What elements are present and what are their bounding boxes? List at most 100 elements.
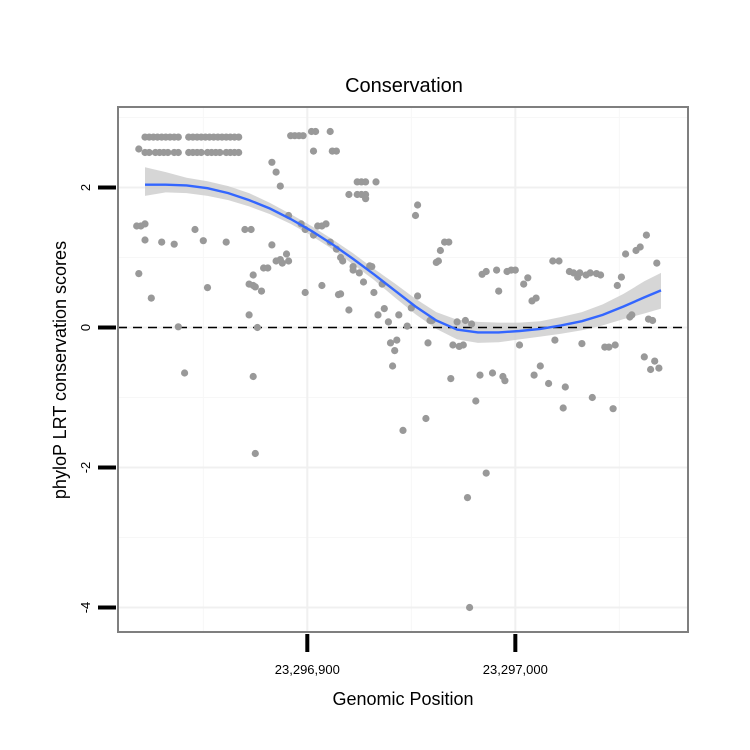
data-point [559,404,567,412]
data-point [578,340,586,348]
data-point [318,281,326,290]
data-point [249,271,257,279]
data-point [251,449,259,458]
y-tick-label: 2 [78,184,93,191]
data-point [501,377,509,385]
data-point [337,290,345,298]
data-point [545,379,553,388]
data-point [482,469,490,477]
data-point [191,225,199,234]
data-point [422,414,430,423]
data-point [245,311,253,319]
data-point [349,266,357,274]
data-point [551,336,559,344]
confidence-ribbon [145,167,661,343]
data-point [247,225,255,234]
data-point [655,364,663,372]
data-point [170,240,178,248]
data-point [282,250,291,258]
data-point [251,283,259,291]
data-point [649,316,657,325]
data-point [235,148,243,157]
data-point [609,405,617,413]
data-point [393,336,401,344]
data-point [272,257,280,265]
data-point [355,269,363,277]
data-point [133,222,141,230]
plot-panel-border [117,106,689,633]
data-point [299,132,307,140]
y-axis-title: phyloP LRT conservation scores [50,241,70,499]
data-point [597,271,605,279]
data-point [391,347,399,355]
data-point [411,211,420,220]
data-point [436,246,444,255]
data-point [466,603,474,612]
data-point [622,250,630,258]
data-point [276,182,284,190]
data-point [241,225,249,234]
data-point [362,195,370,203]
data-point [399,426,407,434]
y-axis: -4 -2 0 2 [78,184,116,613]
data-point [524,274,532,282]
data-point [414,292,422,300]
data-point [461,316,469,325]
data-point [613,281,621,290]
data-point [403,322,411,330]
data-point [326,127,334,136]
data-point [253,323,261,332]
data-point [434,257,442,265]
data-point [468,320,476,328]
data-point [636,243,644,251]
data-point [135,270,143,278]
data-point [463,494,472,502]
data-point [576,269,584,277]
data-point [653,259,661,267]
data-point [272,168,280,176]
x-tick-label: 23,296,900 [275,662,340,677]
data-point [611,341,619,349]
data-point [368,263,376,271]
data-point [453,318,461,326]
data-point [511,266,519,274]
data-point [445,238,453,246]
y-tick-label: 0 [78,324,93,331]
data-point [339,257,347,265]
data-point [278,259,286,267]
data-point [424,339,432,347]
data-point [312,127,320,136]
data-point [459,341,467,349]
smooth-trend-line [145,183,662,334]
data-point [345,190,353,199]
data-point [472,397,480,405]
data-point [449,341,457,349]
chart-title: Conservation [345,75,463,97]
data-point [493,266,501,274]
data-point [285,257,293,265]
data-point [605,343,613,351]
data-point [249,372,257,381]
data-point [145,148,153,157]
data-point [389,362,397,370]
data-point [164,148,172,157]
data-point [345,306,353,314]
data-point [482,267,490,276]
data-point [628,311,636,319]
data-point [135,145,143,153]
data-point [268,241,276,249]
data-point [197,148,205,157]
data-point [380,305,388,313]
data-point [476,371,484,379]
data-point [174,148,182,157]
data-point [395,311,403,319]
data-point [640,353,648,361]
data-point [332,147,340,155]
data-point [488,369,497,377]
data-point [268,158,276,166]
data-point [447,375,455,383]
data-point [588,393,596,402]
data-point [372,178,380,186]
data-point [651,357,659,365]
